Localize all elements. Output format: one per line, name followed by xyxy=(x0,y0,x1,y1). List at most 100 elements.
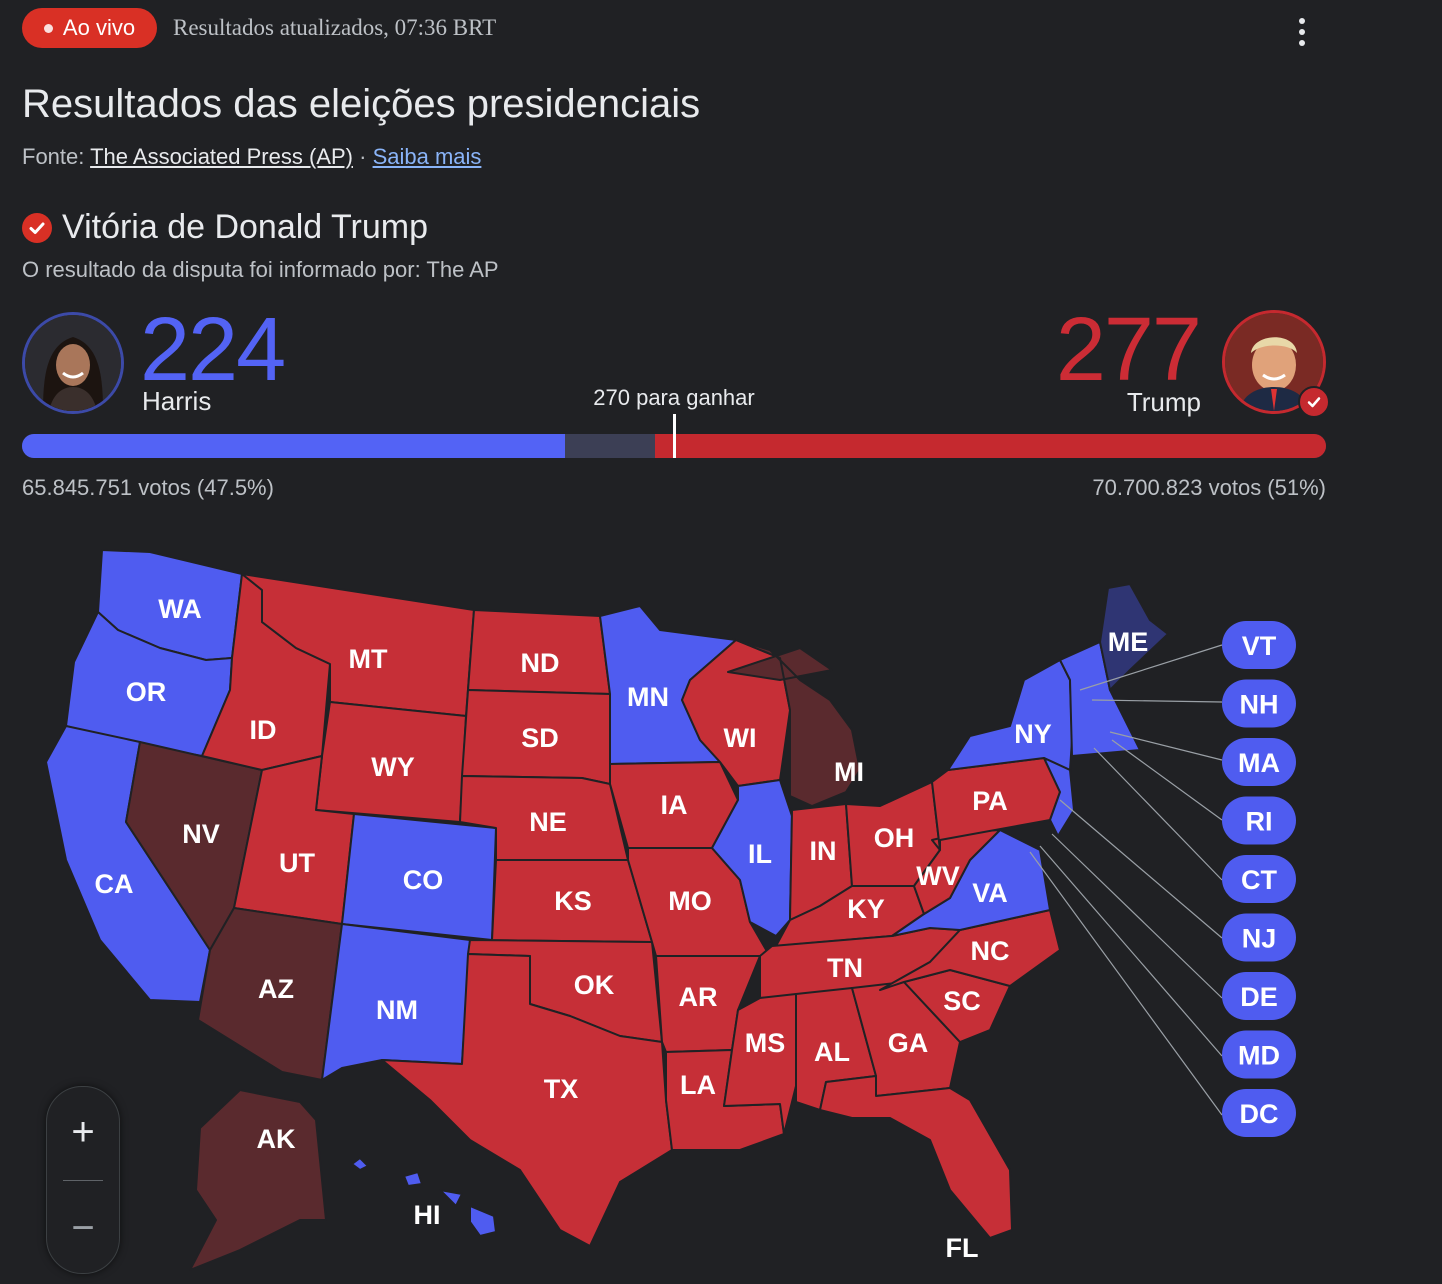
source-separator: · xyxy=(359,144,367,169)
state-label-SC: SC xyxy=(943,986,981,1016)
state-TX[interactable] xyxy=(381,953,673,1247)
state-label-AR: AR xyxy=(679,982,718,1012)
state-MI[interactable] xyxy=(727,639,861,807)
updated-timestamp: Resultados atualizados, 07:36 BRT xyxy=(173,15,497,40)
state-label-WI: WI xyxy=(724,723,757,753)
state-label-ME: ME xyxy=(1108,627,1149,657)
state-label-OR: OR xyxy=(126,677,167,707)
source-link[interactable]: The Associated Press (AP) xyxy=(90,144,353,169)
trump-bar-fill xyxy=(654,434,1326,458)
more-vert-icon[interactable] xyxy=(1290,16,1314,48)
callout-CT[interactable]: CT xyxy=(1222,855,1296,903)
zoom-divider xyxy=(63,1180,103,1181)
threshold-marker xyxy=(673,414,676,458)
callout-label-CT: CT xyxy=(1241,865,1277,895)
state-label-NV: NV xyxy=(182,819,220,849)
source-prefix: Fonte: xyxy=(22,144,85,169)
state-label-MS: MS xyxy=(745,1028,786,1058)
state-label-MN: MN xyxy=(627,682,669,712)
state-label-IA: IA xyxy=(661,790,688,820)
callout-MA[interactable]: MA xyxy=(1222,738,1296,786)
state-label-NY: NY xyxy=(1014,719,1052,749)
state-NY[interactable] xyxy=(947,659,1073,771)
state-label-ID: ID xyxy=(250,715,277,745)
trump-name: Trump xyxy=(1126,387,1201,417)
state-label-HI: HI xyxy=(414,1200,441,1230)
callout-RI[interactable]: RI xyxy=(1222,796,1296,845)
state-label-KY: KY xyxy=(847,894,885,924)
trump-popular-votes: 70.700.823 votos (51%) xyxy=(1092,475,1326,500)
learn-more-link[interactable]: Saiba mais xyxy=(372,144,482,169)
callout-label-VT: VT xyxy=(1242,631,1277,661)
live-dot-icon xyxy=(43,23,53,33)
callout-label-DE: DE xyxy=(1240,982,1278,1012)
callout-NH[interactable]: NH xyxy=(1222,679,1296,728)
callout-MD[interactable]: MD xyxy=(1222,1030,1296,1079)
victory-headline: Vitória de Donald Trump xyxy=(22,208,428,247)
state-label-WV: WV xyxy=(916,861,960,891)
state-label-TN: TN xyxy=(827,953,863,983)
winner-check-icon xyxy=(1298,386,1330,418)
state-label-NC: NC xyxy=(971,936,1010,966)
harris-popular-votes: 65.845.751 votos (47.5%) xyxy=(22,475,274,500)
state-NC[interactable] xyxy=(879,909,1061,991)
zoom-out-button[interactable]: − xyxy=(71,1205,95,1250)
callout-label-MA: MA xyxy=(1238,748,1280,778)
state-label-OH: OH xyxy=(874,823,915,853)
state-label-UT: UT xyxy=(279,848,315,878)
state-labels: WA OR CA NV ID MT WY UT CO AZ NM ND SD NE KS OK TX MN IA MO… xyxy=(95,594,1149,1263)
callout-label-NH: NH xyxy=(1240,690,1279,720)
state-label-WA: WA xyxy=(158,594,202,624)
state-label-IL: IL xyxy=(748,839,772,869)
callout-lines xyxy=(1029,644,1223,1116)
callout-DC[interactable]: DC xyxy=(1222,1089,1296,1137)
state-AK[interactable] xyxy=(189,1089,327,1271)
callout-VT[interactable]: VT xyxy=(1222,621,1296,669)
callout-label-DC: DC xyxy=(1240,1099,1279,1129)
state-label-GA: GA xyxy=(888,1028,929,1058)
harris-name: Harris xyxy=(142,386,212,416)
victory-text: Vitória de Donald Trump xyxy=(62,208,429,246)
state-FL[interactable] xyxy=(819,1075,1013,1239)
state-label-CO: CO xyxy=(403,865,444,895)
state-IL[interactable] xyxy=(711,779,793,937)
state-label-OK: OK xyxy=(574,970,615,1000)
state-label-MT: MT xyxy=(349,644,388,674)
harris-avatar xyxy=(22,312,124,414)
state-label-AL: AL xyxy=(814,1037,850,1067)
us-electoral-map[interactable]: VT NH MA RI CT NJ DE MD DC WA OR CA NV ID MT WY UT CO AZ N… xyxy=(0,530,1442,1284)
state-ME[interactable] xyxy=(1099,583,1169,691)
threshold-label: 270 para ganhar xyxy=(593,385,755,410)
state-label-CA: CA xyxy=(95,869,134,899)
state-WY[interactable] xyxy=(315,701,467,823)
state-label-TX: TX xyxy=(544,1074,579,1104)
state-label-AK: AK xyxy=(257,1124,296,1154)
state-label-MO: MO xyxy=(668,886,712,916)
callout-label-RI: RI xyxy=(1246,807,1273,837)
callout-NJ[interactable]: NJ xyxy=(1222,913,1296,962)
state-label-FL: FL xyxy=(946,1233,979,1263)
source-line: Fonte: The Associated Press (AP) · Saiba… xyxy=(22,144,481,170)
reported-by: O resultado da disputa foi informado por… xyxy=(22,257,499,282)
state-label-NM: NM xyxy=(376,995,418,1025)
state-label-WY: WY xyxy=(371,752,415,782)
harris-bar-fill xyxy=(22,434,565,458)
state-label-KS: KS xyxy=(554,886,592,916)
check-circle-icon xyxy=(22,212,52,243)
state-label-NE: NE xyxy=(529,807,567,837)
state-label-VA: VA xyxy=(972,878,1008,908)
state-label-LA: LA xyxy=(680,1070,716,1100)
callout-label-NJ: NJ xyxy=(1242,924,1277,954)
state-HI[interactable] xyxy=(351,1157,497,1237)
live-badge[interactable]: Ao vivo xyxy=(22,8,157,48)
zoom-in-button[interactable]: + xyxy=(71,1109,95,1154)
state-NJ[interactable] xyxy=(1043,757,1075,837)
zoom-control: + − xyxy=(46,1086,120,1274)
small-state-callouts: VT NH MA RI CT NJ DE MD DC xyxy=(1222,621,1296,1137)
callout-DE[interactable]: DE xyxy=(1222,972,1296,1020)
state-label-IN: IN xyxy=(810,836,837,866)
callout-label-MD: MD xyxy=(1238,1041,1280,1071)
state-label-SD: SD xyxy=(521,723,559,753)
trump-electoral-votes: 277 xyxy=(1055,300,1202,400)
state-label-PA: PA xyxy=(972,786,1008,816)
